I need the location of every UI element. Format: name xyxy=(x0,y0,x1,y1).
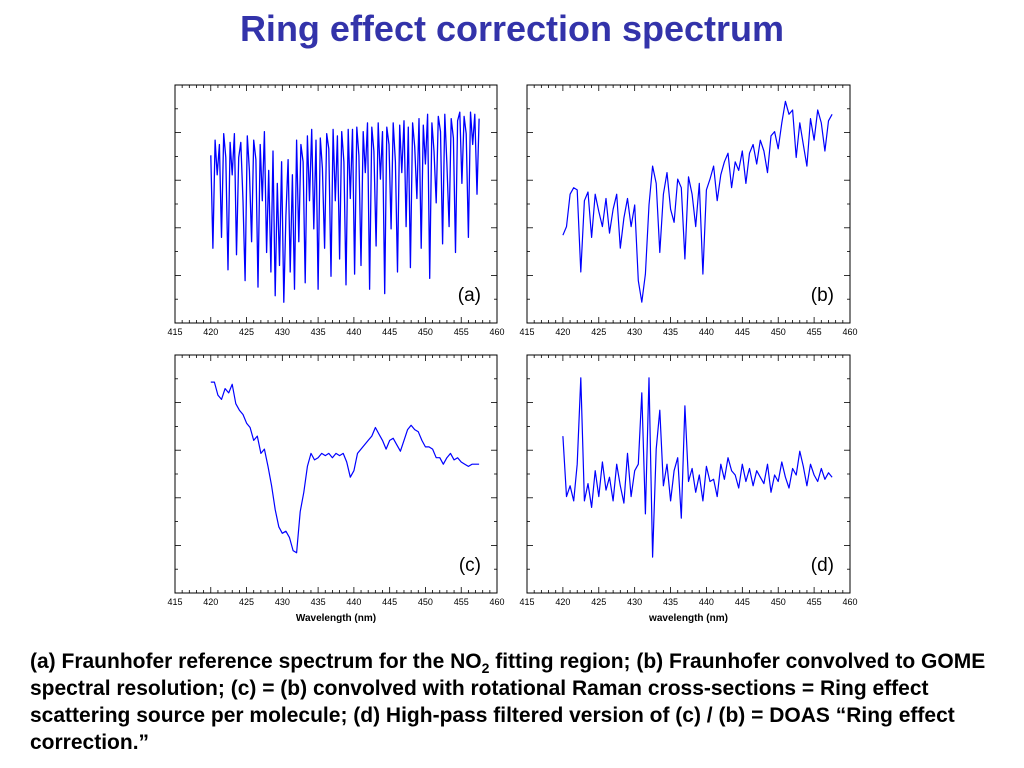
panel-c-frame xyxy=(174,354,498,594)
panel-d-x-axis-title: wavelength (nm) xyxy=(648,613,728,624)
panel-c-tick-label: 440 xyxy=(346,597,361,607)
panel-c-tick-label: 415 xyxy=(167,597,182,607)
panel-a-label: (a) xyxy=(458,285,481,306)
panel-a-tick-label: 430 xyxy=(275,327,290,337)
panel-a-tick-label: 425 xyxy=(239,327,254,337)
panel-d-tick-label: 425 xyxy=(591,597,606,607)
panel-d-tick-label: 440 xyxy=(699,597,714,607)
panel-d-tick-label: 435 xyxy=(663,597,678,607)
panel-c-tick-label: 460 xyxy=(489,597,504,607)
panel-d-tick-label: 420 xyxy=(555,597,570,607)
panel-b-tick-label: 450 xyxy=(771,327,786,337)
panel-c-tick-label: 450 xyxy=(418,597,433,607)
panel-b-tick-label: 425 xyxy=(591,327,606,337)
panel-a-tick-label: 445 xyxy=(382,327,397,337)
panel-b-tick-label: 460 xyxy=(842,327,857,337)
figure: 415 420 425 430 435 440 445 450 455 460 (a) 415 420 4… xyxy=(167,84,858,624)
panel-b-frame xyxy=(526,84,851,324)
panel-d-tick-label: 450 xyxy=(771,597,786,607)
panel-d-tick-label: 455 xyxy=(807,597,822,607)
panel-b-tick-label: 445 xyxy=(735,327,750,337)
panel-c-tick-label: 425 xyxy=(239,597,254,607)
panel-d-tick-label: 460 xyxy=(842,597,857,607)
panel-b-tick-label: 415 xyxy=(519,327,534,337)
panel-c-tick-label: 420 xyxy=(203,597,218,607)
panel-b-tick-label: 435 xyxy=(663,327,678,337)
panel-c-series-line xyxy=(210,381,480,554)
panel-c-tick-label: 435 xyxy=(311,597,326,607)
panel-c-x-axis-title: Wavelength (nm) xyxy=(296,613,376,624)
panel-c-tick-label: 430 xyxy=(275,597,290,607)
panel-b-tick-label: 430 xyxy=(627,327,642,337)
figure-caption: (a) Fraunhofer reference spectrum for th… xyxy=(30,648,1005,756)
panel-d-label: (d) xyxy=(811,555,834,576)
panel-c-tick-label: 445 xyxy=(382,597,397,607)
panel-b-tick-label: 440 xyxy=(699,327,714,337)
panel-d-series-line xyxy=(562,377,833,558)
panel-a-tick-label: 420 xyxy=(203,327,218,337)
panel-d-tick-label: 445 xyxy=(735,597,750,607)
panel-b-label: (b) xyxy=(811,285,834,306)
panel-a-tick-label: 455 xyxy=(454,327,469,337)
panel-d-tick-label: 430 xyxy=(627,597,642,607)
panel-d-tick-label: 415 xyxy=(519,597,534,607)
caption-part-1: (a) Fraunhofer reference spectrum for th… xyxy=(30,650,482,673)
panel-c-label: (c) xyxy=(459,555,481,576)
panel-c-tick-label: 455 xyxy=(454,597,469,607)
caption-subscript: 2 xyxy=(481,660,490,677)
caption-part-2: fitting region; (b) Fraunhofer convolved… xyxy=(30,650,986,754)
panel-a-tick-label: 415 xyxy=(167,327,182,337)
panel-b-tick-label: 455 xyxy=(807,327,822,337)
panel-a-tick-label: 460 xyxy=(489,327,504,337)
page-title: Ring effect correction spectrum xyxy=(239,8,785,49)
panel-a-series-line xyxy=(210,111,480,303)
panel-b-tick-label: 420 xyxy=(555,327,570,337)
panel-a-tick-label: 450 xyxy=(418,327,433,337)
panel-a-tick-label: 440 xyxy=(346,327,361,337)
panel-a-tick-label: 435 xyxy=(311,327,326,337)
panel-b-series-line xyxy=(562,100,833,303)
